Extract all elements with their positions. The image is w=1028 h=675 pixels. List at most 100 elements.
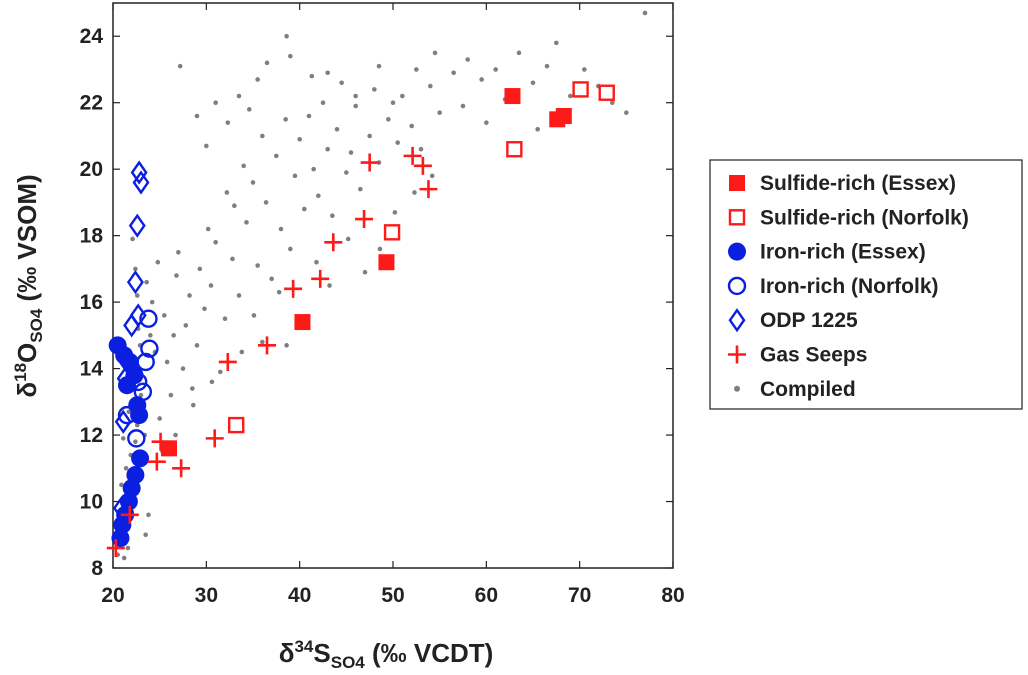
compiled-point	[177, 63, 183, 69]
compiled-point	[429, 173, 435, 179]
compiled-point	[246, 107, 252, 112]
gas-seeps-point	[218, 352, 237, 371]
compiled-point	[339, 80, 344, 86]
compiled-point	[187, 293, 192, 298]
compiled-point	[345, 236, 351, 242]
compiled-point	[418, 146, 424, 152]
compiled-point	[344, 170, 349, 175]
compiled-point	[194, 113, 200, 119]
compiled-point	[642, 10, 648, 16]
compiled-point	[372, 87, 377, 92]
compiled-point	[330, 213, 335, 219]
compiled-point	[325, 146, 330, 152]
legend-marker-odp-1225	[728, 308, 746, 333]
iron-rich-norfolk-point	[127, 429, 146, 448]
x-tick-label: 20	[101, 584, 124, 607]
compiled-point	[260, 133, 265, 139]
gas-seeps-point	[151, 432, 170, 451]
compiled-point	[325, 70, 330, 76]
y-tick-label: 14	[80, 358, 104, 381]
compiled-point	[255, 77, 260, 82]
odp-1225-point	[132, 170, 150, 195]
legend-label: ODP 1225	[760, 309, 858, 332]
compiled-point	[432, 50, 438, 56]
compiled-point	[414, 67, 419, 72]
compiled-point	[297, 136, 302, 142]
compiled-point	[274, 153, 279, 159]
compiled-point	[222, 316, 228, 322]
compiled-point	[367, 133, 372, 139]
compiled-point	[610, 100, 615, 106]
compiled-point	[190, 402, 196, 408]
compiled-point	[197, 266, 203, 272]
compiled-point	[283, 117, 288, 122]
legend-marker-sulfide-rich-norfolk	[728, 209, 746, 226]
compiled-point	[176, 249, 181, 255]
gas-seeps-point	[413, 156, 432, 175]
odp-1225-point	[128, 213, 146, 238]
legend-label: Iron-rich (Norfolk)	[760, 275, 939, 298]
odp-1225-point	[123, 313, 141, 338]
compiled-point	[208, 283, 214, 288]
compiled-point	[180, 366, 186, 371]
gas-seeps-point	[258, 336, 276, 355]
compiled-point	[395, 140, 400, 145]
compiled-point	[218, 369, 223, 375]
data-series	[106, 81, 615, 558]
compiled-point	[143, 532, 148, 538]
gas-seeps-point	[106, 539, 125, 558]
compiled-point	[269, 276, 274, 282]
compiled-point	[284, 33, 289, 39]
compiled-point	[535, 126, 540, 132]
compiled-point	[126, 409, 132, 415]
compiled-point	[194, 343, 200, 348]
legend-marker-compiled	[734, 385, 740, 392]
compiled-point	[390, 100, 396, 106]
y-axis-title: δ18OSO4 (‰ VSOM)	[11, 174, 46, 397]
sulfide-rich-norfolk-point	[227, 416, 245, 434]
legend-label: Sulfide-rich (Essex)	[760, 172, 956, 195]
compiled-point	[376, 63, 382, 69]
iron-rich-norfolk-point	[139, 309, 158, 328]
compiled-point	[451, 70, 456, 76]
compiled-point	[327, 283, 332, 288]
y-tick-label: 16	[80, 291, 103, 314]
y-tick-label: 20	[80, 158, 103, 181]
compiled-point	[125, 545, 131, 551]
compiled-point	[276, 289, 282, 295]
compiled-point	[183, 323, 189, 328]
legend-label: Sulfide-rich (Norfolk)	[760, 206, 969, 229]
odp-1225-point	[114, 409, 132, 434]
gas-seeps-point	[147, 452, 166, 471]
compiled-point	[250, 180, 256, 185]
compiled-point	[168, 392, 174, 398]
gas-seeps-point	[205, 429, 224, 448]
legend-marker-iron-rich-essex	[728, 242, 746, 261]
compiled-point	[484, 120, 489, 125]
compiled-point	[148, 333, 153, 338]
compiled-point	[288, 246, 293, 252]
compiled-point	[190, 386, 195, 391]
gas-seeps-point	[355, 210, 374, 229]
y-tick-label: 24	[80, 25, 104, 48]
compiled-point	[460, 103, 466, 109]
compiled-point	[437, 110, 442, 115]
gas-seeps-point	[120, 505, 139, 524]
legend-marker-gas-seeps	[728, 345, 746, 364]
compiled-point	[278, 226, 284, 232]
sulfide-rich-essex-point	[504, 88, 521, 105]
compiled-point	[392, 210, 398, 215]
compiled-point	[144, 279, 149, 285]
legend-marker-iron-rich-norfolk	[727, 276, 747, 296]
compiled-point	[173, 432, 178, 438]
compiled-point	[309, 73, 315, 79]
compiled-point	[568, 93, 573, 99]
compiled-point	[134, 293, 140, 298]
compiled-point	[479, 77, 484, 82]
compiled-point	[133, 439, 138, 445]
gas-seeps-point	[284, 279, 303, 298]
compiled-point	[138, 392, 144, 398]
compiled-point	[263, 200, 269, 205]
odp-1225-point	[126, 270, 144, 295]
compiled-point	[493, 67, 498, 72]
